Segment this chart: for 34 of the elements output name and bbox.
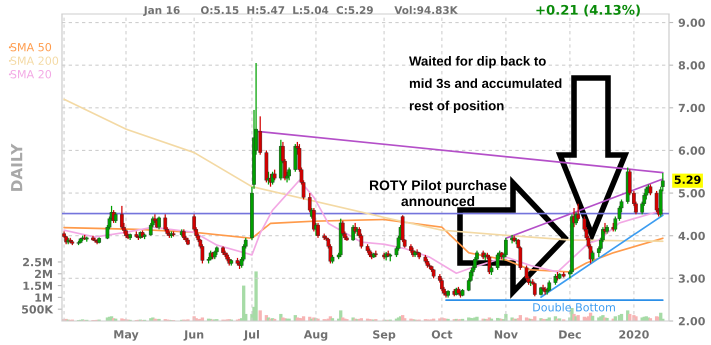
legend-label: SMA 20 bbox=[10, 70, 52, 78]
y-tick-label: 4.00 bbox=[678, 232, 705, 240]
y2-tick-label: 500K bbox=[22, 305, 54, 314]
x-tick-label: Dec bbox=[559, 330, 581, 339]
annotation: Vol:94.83K bbox=[394, 6, 458, 14]
x-tick-label: Sep bbox=[373, 330, 396, 341]
annotation: ROTY Pilot purchase announced bbox=[370, 180, 506, 206]
x-tick-label: Jun bbox=[184, 330, 204, 341]
y2-tick-label: 2M bbox=[35, 270, 52, 278]
y-tick-label: 2.00 bbox=[678, 316, 705, 326]
x-tick-label: Jul bbox=[243, 330, 259, 341]
y-tick-label: 9.00 bbox=[678, 18, 705, 27]
legend-label: SMA 50 bbox=[10, 42, 52, 52]
annotation: O:5.15 H:5.47 L:5.04 C:5.29 bbox=[200, 6, 373, 14]
x-tick-label: Oct bbox=[432, 330, 452, 339]
y-tick-label: 8.00 bbox=[678, 61, 705, 70]
y-tick-label: 6.00 bbox=[678, 146, 705, 155]
x-tick-label: Nov bbox=[494, 330, 518, 339]
y-tick-label: 3.00 bbox=[678, 274, 705, 283]
annotation: Jan 16 bbox=[143, 6, 180, 16]
text: DAILY bbox=[11, 144, 22, 191]
annotation: Double Bottom bbox=[533, 302, 615, 312]
x-tick-label: May bbox=[114, 330, 139, 341]
y2-tick-label: 2.5M bbox=[23, 258, 52, 266]
y-tick-label: 7.00 bbox=[678, 104, 705, 112]
y2-tick-label: 1.5M bbox=[23, 282, 52, 290]
annotation: Waited for dip back to mid 3s and accumulated rest of position bbox=[409, 56, 562, 113]
annotation: 5.29 bbox=[674, 176, 701, 184]
legend-label: SMA 200 bbox=[10, 56, 58, 65]
y2-tick-label: 1M bbox=[35, 294, 52, 302]
annotation: +0.21 (4.13%) bbox=[536, 4, 640, 16]
x-tick-label: Aug bbox=[304, 330, 328, 341]
x-tick-label: 2020 bbox=[619, 330, 649, 339]
y-tick-label: 5.00 bbox=[678, 189, 705, 198]
